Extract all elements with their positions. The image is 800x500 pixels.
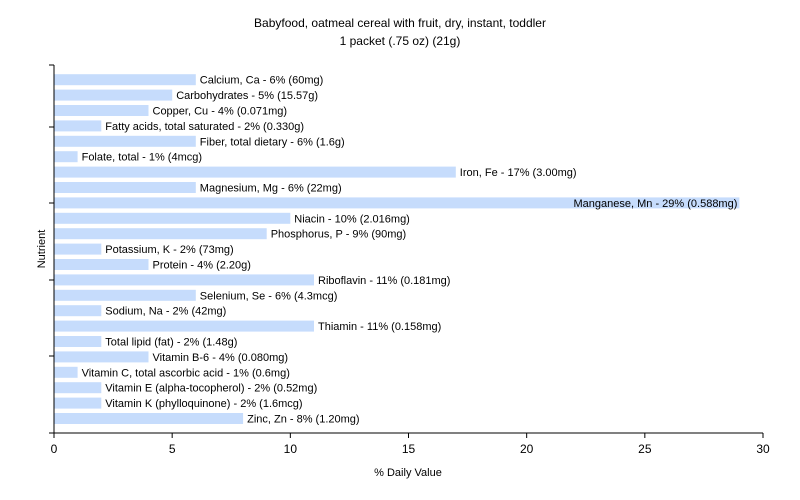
bar-label: Fatty acids, total saturated - 2% (0.330… (105, 121, 304, 133)
bar (54, 366, 78, 378)
bar-label: Vitamin B-6 - 4% (0.080mg) (153, 352, 289, 364)
chart-title: Babyfood, oatmeal cereal with fruit, dry… (254, 16, 546, 30)
bar-label: Copper, Cu - 4% (0.071mg) (153, 106, 288, 118)
bar-label: Vitamin E (alpha-tocopherol) - 2% (0.52m… (105, 383, 317, 395)
bar (54, 151, 78, 163)
bar (54, 135, 196, 147)
bar (54, 74, 196, 86)
bar-label: Iron, Fe - 17% (3.00mg) (460, 167, 577, 179)
bar-label: Riboflavin - 11% (0.181mg) (318, 275, 450, 287)
x-tick-label: 25 (638, 442, 652, 456)
bar (54, 305, 102, 317)
bar-label: Niacin - 10% (2.016mg) (294, 213, 410, 225)
bar-label: Selenium, Se - 6% (4.3mcg) (200, 290, 338, 302)
bar (54, 397, 102, 409)
bar (54, 320, 314, 332)
bar (54, 289, 196, 301)
x-tick-label: 15 (402, 442, 416, 456)
y-axis-title: Nutrient (36, 230, 48, 269)
bar (54, 166, 456, 178)
bar-label: Zinc, Zn - 8% (1.20mg) (247, 414, 359, 426)
bar (54, 120, 102, 132)
bar-label: Total lipid (fat) - 2% (1.48g) (105, 337, 237, 349)
bar (54, 105, 149, 116)
x-axis-title: % Daily Value (374, 467, 442, 479)
chart-subtitle: 1 packet (.75 oz) (21g) (340, 34, 461, 48)
bar-label: Phosphorus, P - 9% (90mg) (271, 229, 407, 241)
bar (54, 336, 102, 347)
bars-group (54, 74, 740, 424)
x-tick-label: 5 (169, 442, 176, 456)
bar (54, 413, 244, 424)
bar-label: Fiber, total dietary - 6% (1.6g) (200, 136, 345, 148)
bar (54, 382, 102, 394)
bar-label: Carbohydrates - 5% (15.57g) (176, 90, 318, 102)
bar (54, 197, 740, 209)
y-axis-ticks (49, 64, 54, 434)
x-axis-ticks: 0 5 10 15 20 25 30 (51, 433, 770, 456)
x-tick-label: 0 (51, 442, 58, 456)
bar (54, 243, 102, 255)
bar-label: Protein - 4% (2.20g) (153, 260, 251, 272)
bar-label: Vitamin K (phylloquinone) - 2% (1.6mcg) (105, 398, 302, 410)
x-tick-label: 10 (284, 442, 298, 456)
x-tick-label: 20 (520, 442, 534, 456)
bar-labels-group: Calcium, Ca - 6% (60mg) Carbohydrates - 5… (82, 75, 738, 426)
bar (54, 182, 196, 193)
bar-label: Manganese, Mn - 29% (0.588mg) (574, 198, 738, 210)
bar-label: Magnesium, Mg - 6% (22mg) (200, 183, 342, 195)
bar (54, 351, 149, 363)
bar (54, 259, 149, 270)
bar (54, 89, 173, 101)
x-tick-label: 30 (756, 442, 770, 456)
bar-label: Folate, total - 1% (4mcg) (82, 152, 202, 164)
bar-label: Vitamin C, total ascorbic acid - 1% (0.6… (82, 367, 290, 379)
bar-label: Potassium, K - 2% (73mg) (105, 244, 233, 256)
bar (54, 274, 314, 286)
bar-label: Thiamin - 11% (0.158mg) (318, 321, 441, 333)
bar (54, 212, 291, 224)
bar-label: Sodium, Na - 2% (42mg) (105, 306, 226, 318)
bar (54, 228, 267, 240)
bar-label: Calcium, Ca - 6% (60mg) (200, 75, 323, 87)
